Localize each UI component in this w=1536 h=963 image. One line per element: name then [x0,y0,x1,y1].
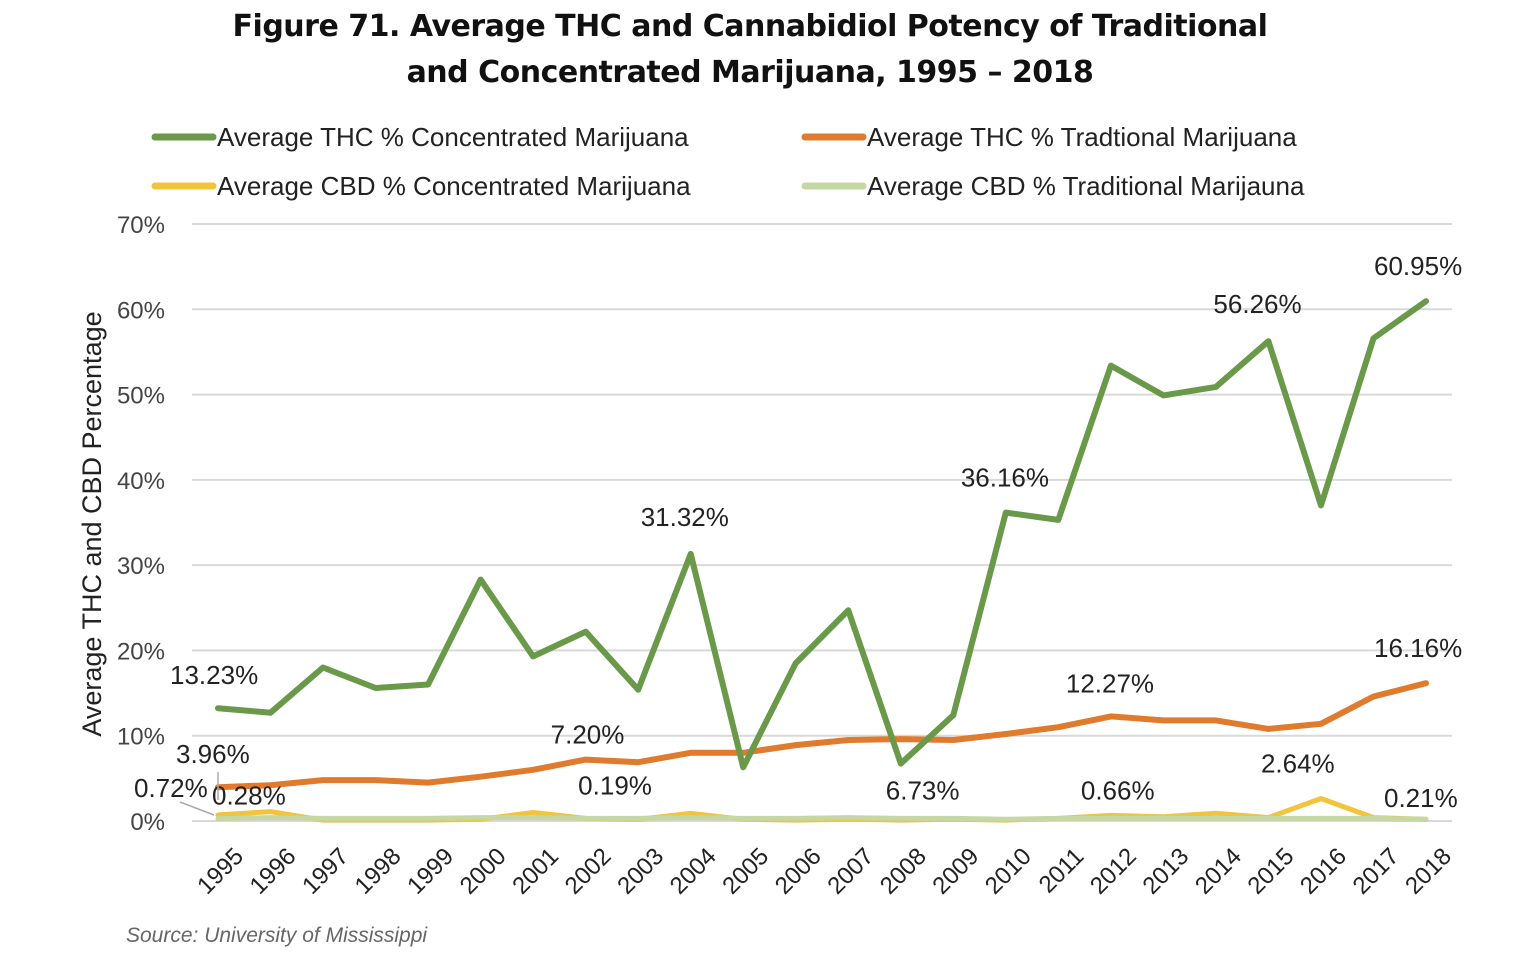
chart-title: Figure 71. Average THC and Cannabidiol P… [0,4,1500,96]
data-label: 3.96% [176,739,250,769]
y-axis: 0% 10% 20% 30% 40% 50% 60% 70% [117,212,165,836]
y-tick-label: 10% [117,724,165,751]
legend-label: Average CBD % Concentrated Marijuana [217,171,691,201]
y-axis-title: Average THC and CBD Percentage [77,311,107,736]
legend-label: Average THC % Concentrated Marijuana [217,122,689,152]
x-tick-label: 2014 [1190,843,1247,900]
x-tick-label: 2007 [822,843,879,900]
data-label: 60.95% [1374,251,1462,281]
x-axis: 1995199619971998199920002001200220032004… [192,843,1457,900]
series-line-average-thc-tradtional-marijuana [215,680,1429,791]
x-tick-label: 2018 [1400,843,1457,900]
data-label: 0.19% [578,770,652,800]
x-tick-label: 1999 [402,843,459,900]
y-tick-label: 60% [117,297,165,324]
series-line-average-thc-concentrated-marijuana [215,298,1429,771]
legend-label: Average CBD % Traditional Marijauna [867,171,1305,201]
x-tick-label: 2000 [455,843,512,900]
data-label: 0.72% [134,773,208,803]
y-tick-label: 30% [117,553,165,580]
source-note: Source: University of Mississippi [126,924,428,947]
data-label: 13.23% [170,660,258,690]
data-label: 56.26% [1213,289,1301,319]
data-label: 7.20% [551,720,625,750]
x-tick-label: 2003 [612,843,669,900]
x-tick-label: 1996 [245,843,302,900]
x-tick-label: 2011 [1034,843,1090,899]
data-label: 31.32% [641,502,729,532]
data-label: 0.21% [1384,783,1458,813]
data-label: 6.73% [886,776,960,806]
x-tick-label: 2016 [1295,843,1352,900]
x-tick-label: 2013 [1138,843,1195,900]
series-lines [215,298,1429,823]
legend-label: Average THC % Tradtional Marijuana [867,122,1297,152]
data-label: 0.66% [1081,775,1155,805]
data-label: 16.16% [1374,633,1462,663]
data-labels: 13.23% 31.32% 6.73% 36.16% 56.26% 60.95% 3.96%… [134,251,1462,816]
x-tick-label: 2002 [560,843,617,900]
y-tick-label: 50% [117,383,165,410]
data-label: 2.64% [1261,748,1335,778]
y-tick-label: 40% [117,468,165,495]
x-tick-label: 2006 [770,843,827,900]
x-tick-label: 1997 [297,843,354,900]
x-tick-label: 2005 [717,843,774,900]
x-tick-label: 2009 [927,843,984,900]
series-line-average-cbd-traditional-marijauna [215,815,1429,822]
leader-line [179,801,215,816]
chart-title-line-2: and Concentrated Marijuana, 1995 – 2018 [406,55,1094,90]
chart-title-line-1: Figure 71. Average THC and Cannabidiol P… [232,9,1268,44]
data-label: 36.16% [961,463,1049,493]
y-tick-label: 0% [130,809,165,836]
x-tick-label: 2001 [507,843,564,900]
y-tick-label: 20% [117,638,165,665]
x-tick-label: 2015 [1243,843,1300,900]
x-tick-label: 2008 [875,843,932,900]
x-tick-label: 1995 [192,843,249,900]
x-tick-label: 2012 [1085,843,1142,900]
x-tick-label: 2017 [1348,843,1405,900]
y-tick-label: 70% [117,212,165,239]
x-tick-label: 2010 [980,843,1037,900]
x-tick-label: 2004 [665,843,722,900]
data-label: 12.27% [1066,668,1154,698]
legend: Average THC % Concentrated Marijuana Aver… [151,122,1305,201]
data-label: 0.28% [212,781,286,811]
x-tick-label: 1998 [350,843,407,900]
